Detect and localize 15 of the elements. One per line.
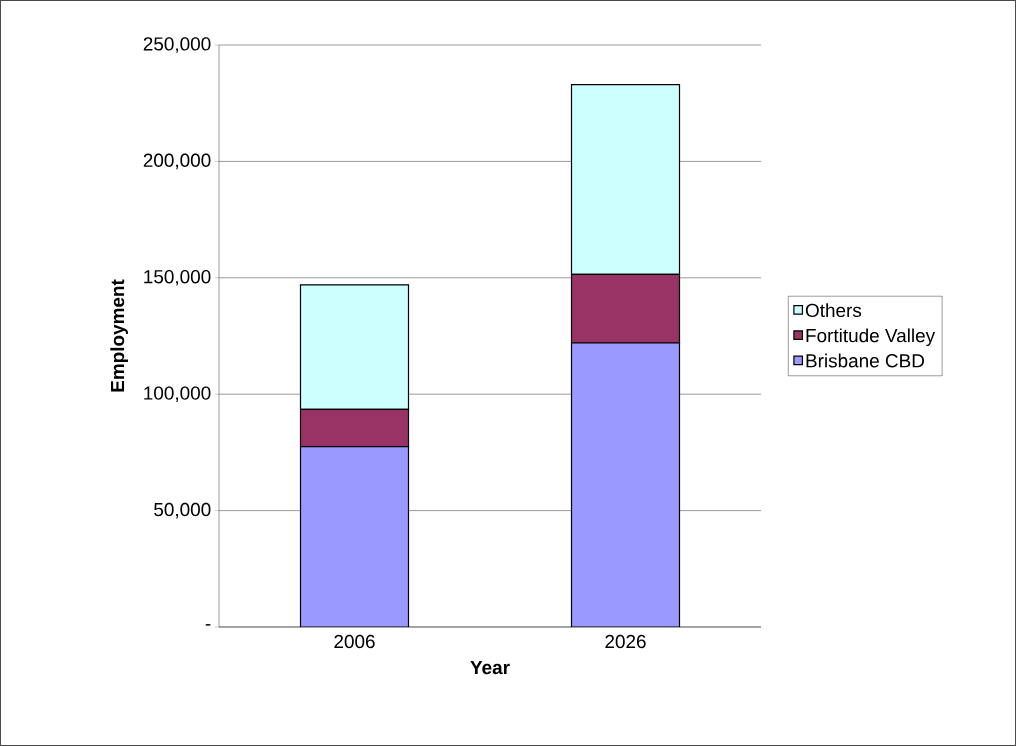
y-axis-title: Employment [110,279,128,392]
y-tick-label: 250,000 [143,37,211,53]
legend-label: Fortitude Valley [806,328,936,347]
legend-label: Brisbane CBD [806,353,924,368]
legend-label: Others [805,303,862,318]
bar [570,342,681,627]
x-tick-label: 2026 [605,634,646,649]
y-tick-label: 100,000 [144,386,211,403]
x-axis-title: Year [470,661,510,675]
y-tick-label: 200,000 [143,153,211,170]
y-tick-label: 150,000 [144,269,211,286]
y-tick-label: - [205,624,211,626]
x-tick-label: 2006 [334,634,375,649]
y-tick-label: 50,000 [154,502,211,519]
bar [299,445,410,627]
